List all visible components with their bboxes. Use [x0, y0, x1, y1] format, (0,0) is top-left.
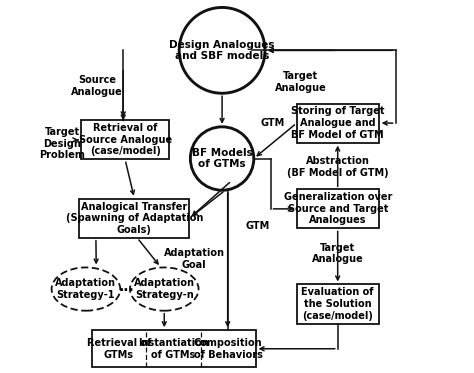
Text: Evaluation of
the Solution
(case/model): Evaluation of the Solution (case/model) — [301, 287, 374, 321]
Ellipse shape — [52, 267, 120, 311]
Text: GTM: GTM — [246, 221, 270, 231]
Bar — [297, 103, 379, 142]
Text: Adaptation
Strategy-n: Adaptation Strategy-n — [134, 278, 195, 300]
Text: Target
Analogue: Target Analogue — [312, 243, 364, 264]
Bar — [81, 120, 169, 160]
Text: Source
Analogue: Source Analogue — [71, 75, 123, 97]
Circle shape — [179, 7, 265, 93]
Text: ...: ... — [119, 280, 135, 294]
Bar — [297, 284, 379, 323]
Bar — [297, 189, 379, 228]
Text: Design Analogues
and SBF models: Design Analogues and SBF models — [169, 40, 275, 61]
Text: Retrieval of
GTMs: Retrieval of GTMs — [87, 338, 151, 360]
Ellipse shape — [130, 267, 199, 311]
Text: Composition
of Behaviors: Composition of Behaviors — [194, 338, 263, 360]
Text: Storing of Target
Analogue and
BF Model of GTM: Storing of Target Analogue and BF Model … — [291, 106, 384, 140]
Text: Instantiation
of GTMs: Instantiation of GTMs — [138, 338, 209, 360]
Text: BF Models
of GTMs: BF Models of GTMs — [191, 148, 253, 169]
Text: Analogical Transfer
(Spawning of Adaptation
Goals): Analogical Transfer (Spawning of Adaptat… — [66, 201, 203, 235]
Text: GTM: GTM — [260, 118, 284, 128]
Text: Generalization over
Source and Target
Analogues: Generalization over Source and Target An… — [283, 192, 392, 226]
Text: Retrieval of
Source Analogue
(case/model): Retrieval of Source Analogue (case/model… — [79, 123, 172, 157]
Bar — [91, 330, 255, 367]
Text: Adaptation
Strategy-1: Adaptation Strategy-1 — [55, 278, 117, 300]
Circle shape — [191, 127, 254, 190]
Text: Abstraction
(BF Model of GTM): Abstraction (BF Model of GTM) — [287, 156, 389, 178]
Text: Target
Analogue: Target Analogue — [274, 71, 326, 93]
Bar — [80, 198, 190, 238]
Text: Target
Design
Problem: Target Design Problem — [39, 127, 85, 160]
Text: Adaptation
Goal: Adaptation Goal — [164, 248, 225, 270]
